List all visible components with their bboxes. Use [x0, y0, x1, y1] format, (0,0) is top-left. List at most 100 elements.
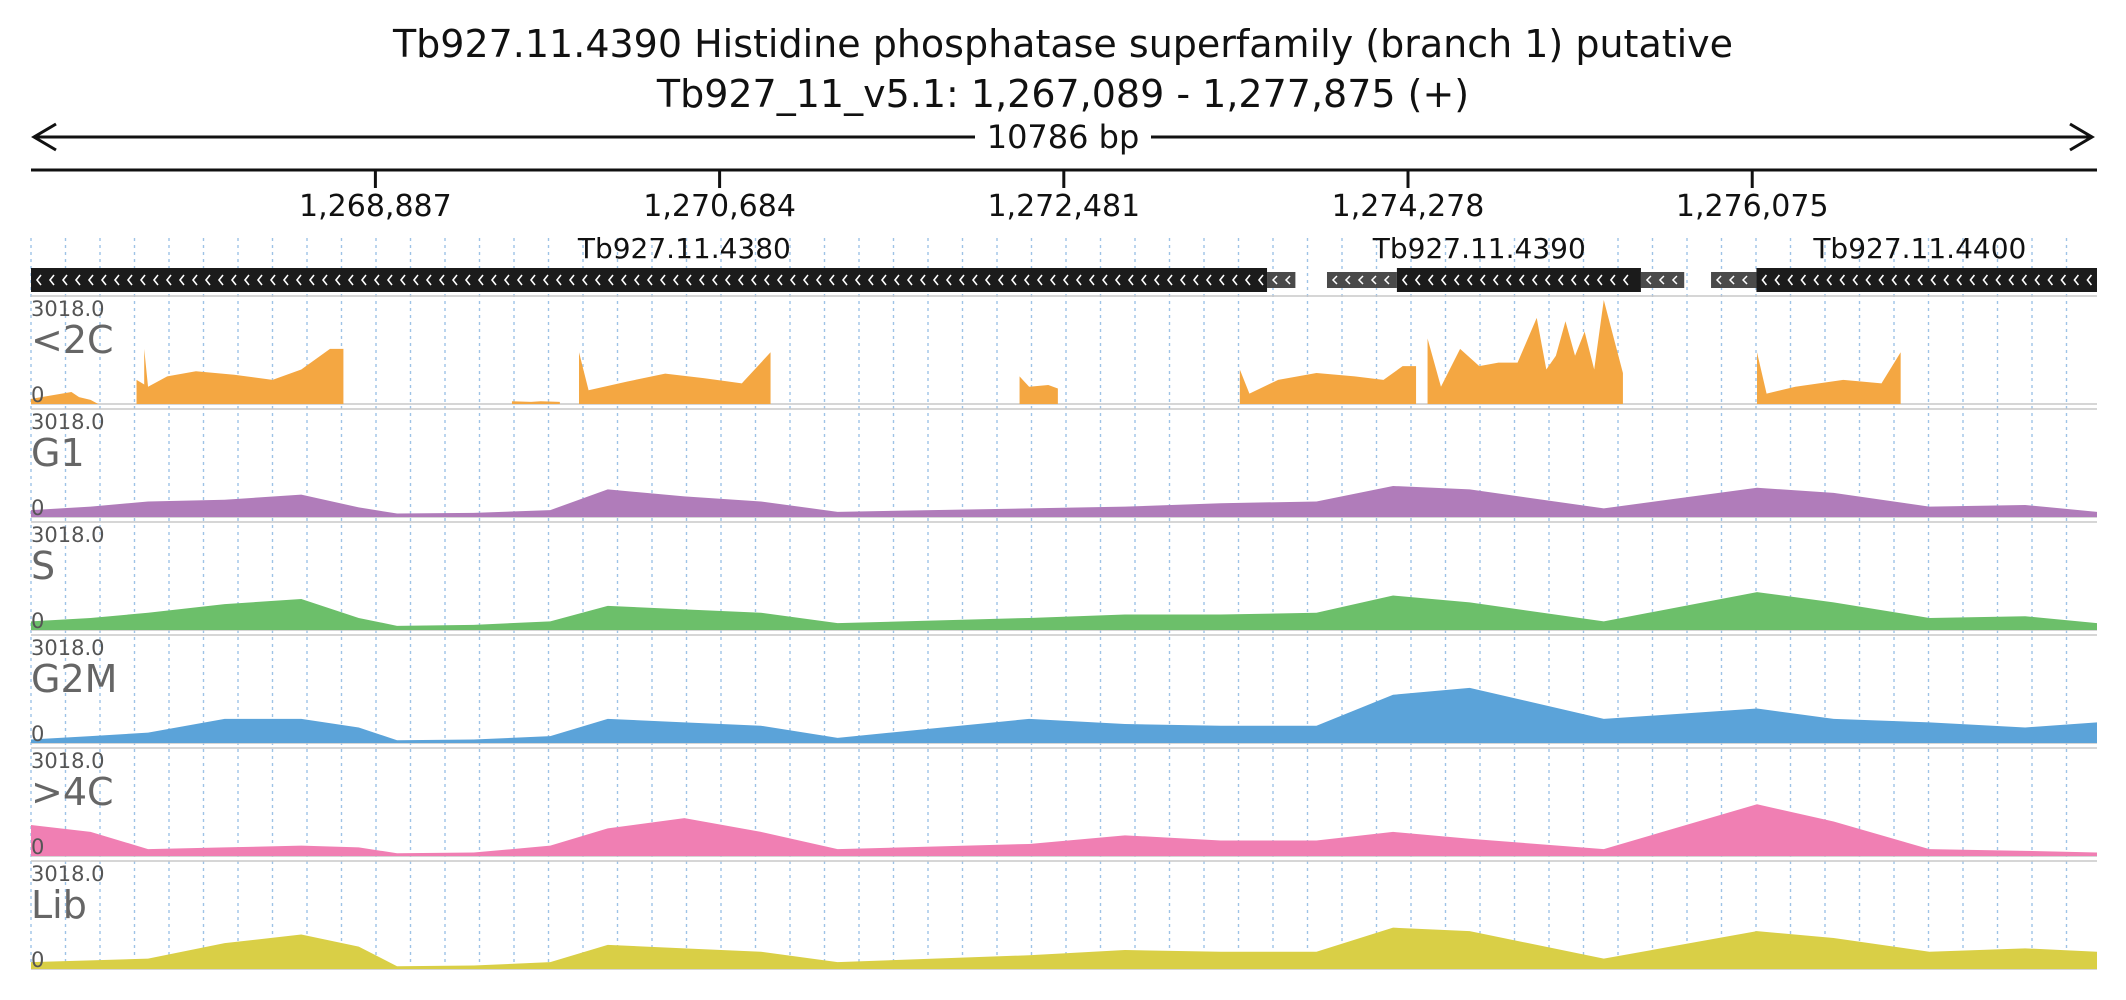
strand-chevron [230, 274, 237, 286]
strand-chevron [1761, 274, 1768, 286]
strand-chevron [2073, 274, 2080, 286]
strand-chevron [1658, 275, 1665, 285]
coverage-track: 3018.0<2C 0 [31, 295, 2097, 407]
strand-chevron [529, 274, 536, 286]
strand-chevron [1609, 274, 1616, 286]
coverage-track: 3018.0>4C 0 [31, 747, 2097, 859]
coverage-area [1239, 366, 1417, 404]
coverage-area [144, 348, 344, 404]
track-min-label: 0 [31, 948, 44, 972]
strand-chevron [399, 274, 406, 286]
strand-chevron [1839, 274, 1846, 286]
strand-chevron [659, 274, 666, 286]
strand-chevron [503, 274, 510, 286]
gene-utr [1267, 272, 1296, 288]
gene-feature[interactable] [1756, 268, 2097, 292]
strand-chevron [74, 274, 81, 286]
strand-chevron [464, 274, 471, 286]
strand-chevron [1140, 274, 1147, 286]
coverage-area [1757, 352, 1901, 404]
strand-chevron [1583, 274, 1590, 286]
strand-chevron [490, 274, 497, 286]
strand-chevron [152, 274, 159, 286]
strand-chevron [1244, 274, 1251, 286]
strand-chevron [1284, 275, 1291, 285]
gene-track: Tb927.11.4380 Tb927.11.4390 Tb927.11.4400 [31, 232, 2097, 292]
strand-chevron [1995, 274, 2002, 286]
strand-chevron [1075, 274, 1082, 286]
strand-chevron [1531, 274, 1538, 286]
strand-chevron [1370, 275, 1377, 285]
strand-chevron [815, 274, 822, 286]
strand-chevron [204, 274, 211, 286]
track-name: Lib [31, 883, 87, 927]
strand-chevron [412, 274, 419, 286]
strand-chevron [1101, 274, 1108, 286]
strand-chevron [893, 274, 900, 286]
strand-chevron [1969, 274, 1976, 286]
gene-label: Tb927.11.4390 [1372, 232, 1586, 265]
strand-chevron [1904, 274, 1911, 286]
coverage-track: 3018.0G1 0 [31, 408, 2097, 520]
strand-chevron [1401, 274, 1408, 286]
strand-chevron [958, 274, 965, 286]
strand-chevron [1205, 274, 1212, 286]
strand-chevron [1036, 274, 1043, 286]
strand-chevron [685, 274, 692, 286]
strand-chevron [477, 274, 484, 286]
scale-tick-label: 1,268,887 [299, 189, 452, 224]
strand-chevron [646, 274, 653, 286]
strand-chevron [347, 274, 354, 286]
strand-chevron [2021, 274, 2028, 286]
strand-chevron [1257, 274, 1264, 286]
chart-subtitle-coordinates: Tb927_11_v5.1: 1,267,089 - 1,277,875 (+) [656, 72, 1470, 116]
strand-chevron [48, 274, 55, 286]
strand-chevron [698, 274, 705, 286]
strand-chevron [217, 274, 224, 286]
gene-utr [1326, 272, 1397, 288]
track-name: G1 [31, 431, 85, 475]
strand-chevron [295, 274, 302, 286]
track-name: S [31, 544, 55, 588]
track-min-label: 0 [31, 722, 44, 746]
scale-tick-label: 1,274,278 [1332, 189, 1485, 224]
strand-chevron [516, 274, 523, 286]
strand-chevron [139, 274, 146, 286]
gene-label: Tb927.11.4400 [1812, 232, 2026, 265]
strand-chevron [1479, 274, 1486, 286]
coverage-area [1019, 376, 1058, 404]
track-name: >4C [31, 770, 114, 814]
strand-chevron [919, 274, 926, 286]
strand-chevron [165, 274, 172, 286]
strand-chevron [35, 274, 42, 286]
strand-chevron [789, 274, 796, 286]
strand-chevron [126, 274, 133, 286]
coverage-area [31, 927, 2097, 969]
strand-chevron [1062, 274, 1069, 286]
strand-chevron [828, 274, 835, 286]
strand-chevron [854, 274, 861, 286]
track-max-label: 3018.0 [31, 636, 104, 660]
strand-chevron [2086, 274, 2093, 286]
coverage-area [31, 391, 99, 404]
strand-chevron [2060, 274, 2067, 286]
strand-chevron [1557, 274, 1564, 286]
track-max-label: 3018.0 [31, 749, 104, 773]
strand-chevron [1440, 274, 1447, 286]
coverage-area [31, 804, 2097, 856]
track-min-label: 0 [31, 835, 44, 859]
strand-chevron [1383, 275, 1390, 285]
coverage-area [511, 401, 560, 404]
strand-chevron [1982, 274, 1989, 286]
coverage-area [1427, 300, 1623, 404]
strand-chevron [607, 274, 614, 286]
strand-chevron [620, 274, 627, 286]
strand-chevron [1741, 275, 1748, 285]
strand-chevron [711, 274, 718, 286]
strand-chevron [763, 274, 770, 286]
scale-tick-label: 1,270,684 [643, 189, 796, 224]
coordinate-scale: 1,268,887 1,270,684 1,272,481 1,274,278 1,27… [31, 168, 2097, 224]
strand-chevron [1787, 274, 1794, 286]
